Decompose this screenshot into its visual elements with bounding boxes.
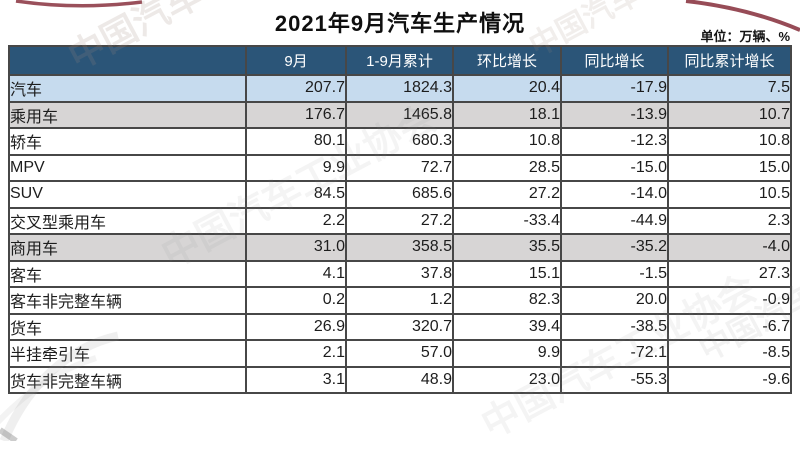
cell-value: 48.9 (345, 365, 454, 394)
unit-label: 单位：万辆、% (700, 29, 790, 44)
cell-value: 72.7 (345, 153, 454, 182)
cell-value: 20.4 (452, 74, 562, 103)
cell-value: 28.5 (452, 153, 562, 182)
cell-value: 10.8 (452, 127, 562, 156)
column-header: 同比增长 (560, 45, 669, 76)
row-label: SUV (8, 180, 247, 209)
cell-value: 358.5 (345, 233, 454, 262)
cell-value: -44.9 (560, 206, 669, 235)
row-label: 轿车 (8, 127, 247, 156)
table-row: 客车非完整车辆 0.2 1.2 82.3 20.0 -0.9 (8, 286, 792, 315)
table-row: 交叉型乘用车 2.2 27.2 -33.4 -44.9 2.3 (8, 206, 792, 235)
cell-value: -0.9 (667, 286, 792, 315)
row-label: 客车非完整车辆 (8, 286, 247, 315)
table-row: 客车 4.1 37.8 15.1 -1.5 27.3 (8, 259, 792, 288)
row-label: 交叉型乘用车 (8, 206, 247, 235)
table-row: 轿车 80.1 680.3 10.8 -12.3 10.8 (8, 127, 792, 156)
cell-value: 15.1 (452, 259, 562, 288)
cell-value: 9.9 (452, 339, 562, 368)
row-label: 半挂牵引车 (8, 339, 247, 368)
row-label: 货车非完整车辆 (8, 365, 247, 394)
cell-value: -1.5 (560, 259, 669, 288)
table-row: 半挂牵引车 2.1 57.0 9.9 -72.1 -8.5 (8, 339, 792, 368)
cell-value: 176.7 (245, 100, 347, 129)
column-header: 1-9月累计 (345, 45, 454, 76)
row-label: 客车 (8, 259, 247, 288)
cell-value: -72.1 (560, 339, 669, 368)
table-row: 货车非完整车辆 3.1 48.9 23.0 -55.3 -9.6 (8, 365, 792, 394)
cell-value: 80.1 (245, 127, 347, 156)
column-header: 同比累计增长 (667, 45, 792, 76)
column-header: 9月 (245, 45, 347, 76)
cell-value: -33.4 (452, 206, 562, 235)
row-label: 汽车 (8, 74, 247, 103)
cell-value: -8.5 (667, 339, 792, 368)
cell-value: 31.0 (245, 233, 347, 262)
cell-value: 7.5 (667, 74, 792, 103)
cell-value: 57.0 (345, 339, 454, 368)
row-label: MPV (8, 153, 247, 182)
table-row: 商用车 31.0 358.5 35.5 -35.2 -4.0 (8, 233, 792, 262)
cell-value: 35.5 (452, 233, 562, 262)
cell-value: 27.2 (345, 206, 454, 235)
cell-value: -4.0 (667, 233, 792, 262)
cell-value: -9.6 (667, 365, 792, 394)
row-label: 乘用车 (8, 100, 247, 129)
cell-value: 15.0 (667, 153, 792, 182)
table-row: 汽车 207.7 1824.3 20.4 -17.9 7.5 (8, 74, 792, 103)
cell-value: 1824.3 (345, 74, 454, 103)
cell-value: -6.7 (667, 312, 792, 341)
table-row: MPV 9.9 72.7 28.5 -15.0 15.0 (8, 153, 792, 182)
page-title: 2021年9月汽车生产情况 (274, 11, 526, 36)
cell-value: 27.3 (667, 259, 792, 288)
cell-value: 84.5 (245, 180, 347, 209)
cell-value: 2.1 (245, 339, 347, 368)
table-header-row: 9月 1-9月累计 环比增长 同比增长 同比累计增长 (8, 45, 792, 76)
row-label: 商用车 (8, 233, 247, 262)
cell-value: 0.2 (245, 286, 347, 315)
cell-value: 1465.8 (345, 100, 454, 129)
cell-value: -55.3 (560, 365, 669, 394)
cell-value: 685.6 (345, 180, 454, 209)
cell-value: 37.8 (345, 259, 454, 288)
cell-value: -35.2 (560, 233, 669, 262)
cell-value: 1.2 (345, 286, 454, 315)
cell-value: -38.5 (560, 312, 669, 341)
cell-value: -12.3 (560, 127, 669, 156)
cell-value: 4.1 (245, 259, 347, 288)
table-row: SUV 84.5 685.6 27.2 -14.0 10.5 (8, 180, 792, 209)
cell-value: -15.0 (560, 153, 669, 182)
cell-value: 207.7 (245, 74, 347, 103)
cell-value: 320.7 (345, 312, 454, 341)
table-row: 乘用车 176.7 1465.8 18.1 -13.9 10.7 (8, 100, 792, 129)
cell-value: -17.9 (560, 74, 669, 103)
cell-value: 9.9 (245, 153, 347, 182)
cell-value: 26.9 (245, 312, 347, 341)
cell-value: 10.8 (667, 127, 792, 156)
cell-value: 20.0 (560, 286, 669, 315)
cell-value: 2.2 (245, 206, 347, 235)
production-table: 9月 1-9月累计 环比增长 同比增长 同比累计增长 汽车 207.7 1824.3 20.4… (8, 45, 792, 394)
watermark-corner-mark (0, 427, 18, 441)
cell-value: 3.1 (245, 365, 347, 394)
cell-value: 680.3 (345, 127, 454, 156)
column-header: 环比增长 (452, 45, 562, 76)
cell-value: 10.7 (667, 100, 792, 129)
cell-value: 27.2 (452, 180, 562, 209)
cell-value: -14.0 (560, 180, 669, 209)
row-label: 货车 (8, 312, 247, 341)
cell-value: 10.5 (667, 180, 792, 209)
table-row: 货车 26.9 320.7 39.4 -38.5 -6.7 (8, 312, 792, 341)
cell-value: 18.1 (452, 100, 562, 129)
cell-value: 23.0 (452, 365, 562, 394)
table-body: 汽车 207.7 1824.3 20.4 -17.9 7.5 乘用车 176.7 1465.8 1… (8, 74, 792, 394)
cell-value: 82.3 (452, 286, 562, 315)
cell-value: -13.9 (560, 100, 669, 129)
column-header-empty (8, 45, 247, 76)
cell-value: 39.4 (452, 312, 562, 341)
cell-value: 2.3 (667, 206, 792, 235)
